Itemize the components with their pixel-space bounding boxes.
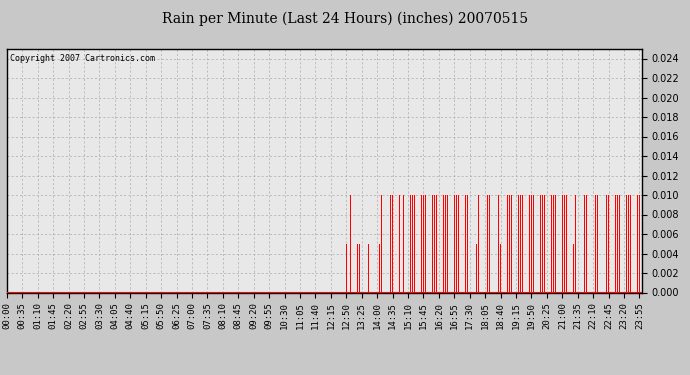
Text: Copyright 2007 Cartronics.com: Copyright 2007 Cartronics.com [10,54,155,63]
Text: Rain per Minute (Last 24 Hours) (inches) 20070515: Rain per Minute (Last 24 Hours) (inches)… [162,11,528,26]
